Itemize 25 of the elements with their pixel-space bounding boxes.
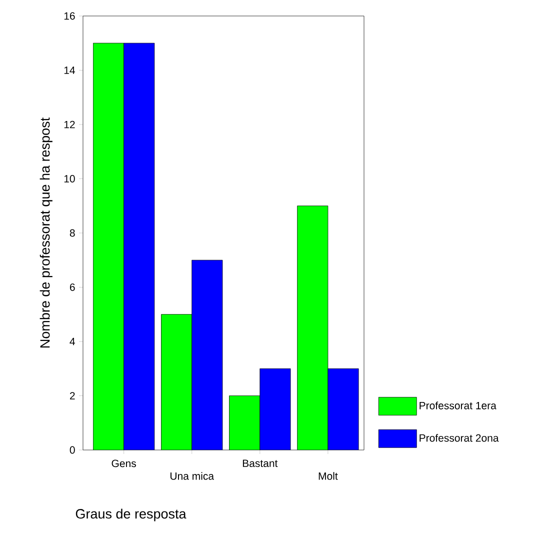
x-tick-label: Molt <box>318 472 338 480</box>
y-tick-label: 16 <box>64 12 75 20</box>
bar <box>124 43 154 450</box>
y-tick-label: 4 <box>70 338 75 346</box>
bar <box>161 314 192 450</box>
x-tick-label: Gens <box>112 460 136 468</box>
y-tick-label: 14 <box>64 66 75 74</box>
bar <box>328 368 359 450</box>
y-tick-label: 12 <box>64 120 75 128</box>
bar <box>93 43 124 450</box>
bar <box>192 260 222 450</box>
y-tick-label: 0 <box>70 446 75 454</box>
x-tick-label: Bastant <box>242 460 278 468</box>
x-axis-title: Graus de resposta <box>76 508 186 522</box>
x-tick-label: Una mica <box>170 472 214 480</box>
legend-label: Professorat 1era <box>420 402 496 410</box>
y-tick-label: 6 <box>70 284 75 291</box>
y-tick-label: 8 <box>70 229 75 237</box>
bar <box>260 368 291 450</box>
legend-label: Professorat 2ona <box>420 434 499 442</box>
bar <box>229 396 260 450</box>
bar <box>297 206 328 450</box>
y-axis-title: Nombre de professorat que ha respost <box>40 118 52 348</box>
y-tick-label: 10 <box>64 175 75 182</box>
y-tick-label: 2 <box>70 392 75 400</box>
